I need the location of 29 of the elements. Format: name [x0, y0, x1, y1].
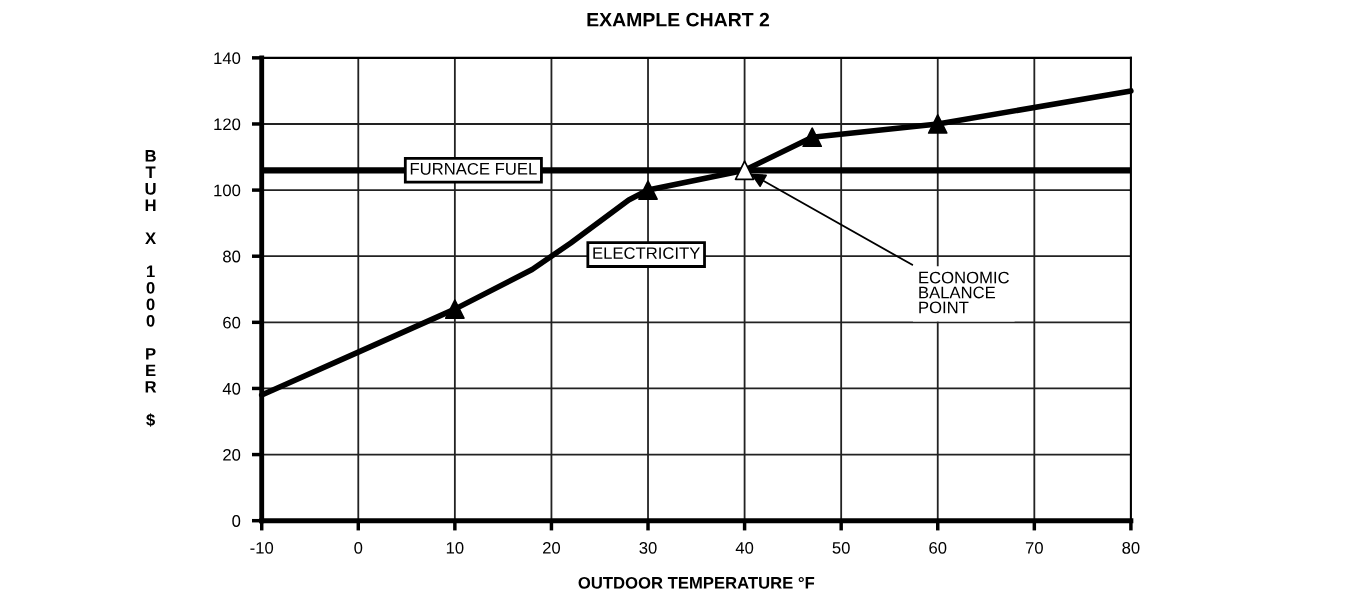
y-tick-label: 120 [214, 118, 241, 131]
text: BTUH X 1000 PER $ [145, 150, 157, 427]
y-tick-label: 140 [214, 52, 241, 65]
x-tick-label: 80 [1122, 541, 1140, 554]
x-tick-label: 50 [832, 541, 850, 554]
y-tick-label: 100 [214, 184, 241, 197]
x-tick-label: 0 [354, 541, 363, 554]
y-tick-label: 20 [223, 448, 241, 461]
point [802, 127, 823, 148]
point [734, 160, 755, 181]
annotation: ECONOMIC BALANCE POINT [919, 271, 1009, 314]
y-tick-label: 60 [223, 316, 241, 329]
x-tick-label: 20 [543, 541, 561, 554]
chart-title: EXAMPLE CHART 2 [587, 12, 770, 27]
point [444, 299, 465, 320]
point [927, 114, 948, 134]
x-tick-label: 60 [929, 541, 947, 554]
x-tick-label: 10 [446, 541, 464, 554]
x-tick-label: 30 [639, 541, 657, 554]
x-tick-label: -10 [250, 541, 274, 554]
ref-line-label: FURNACE FUEL [410, 162, 537, 175]
y-tick-label: 40 [222, 382, 241, 395]
x-axis-title: OUTDOOR TEMPERATURE °F [578, 576, 815, 589]
x-tick-label: 40 [735, 541, 754, 554]
series-label: ELECTRICITY [593, 247, 700, 260]
y-tick-label: 0 [232, 515, 241, 527]
y-tick-label: 80 [223, 250, 241, 263]
x-tick-label: 70 [1025, 541, 1043, 554]
point [638, 180, 658, 200]
